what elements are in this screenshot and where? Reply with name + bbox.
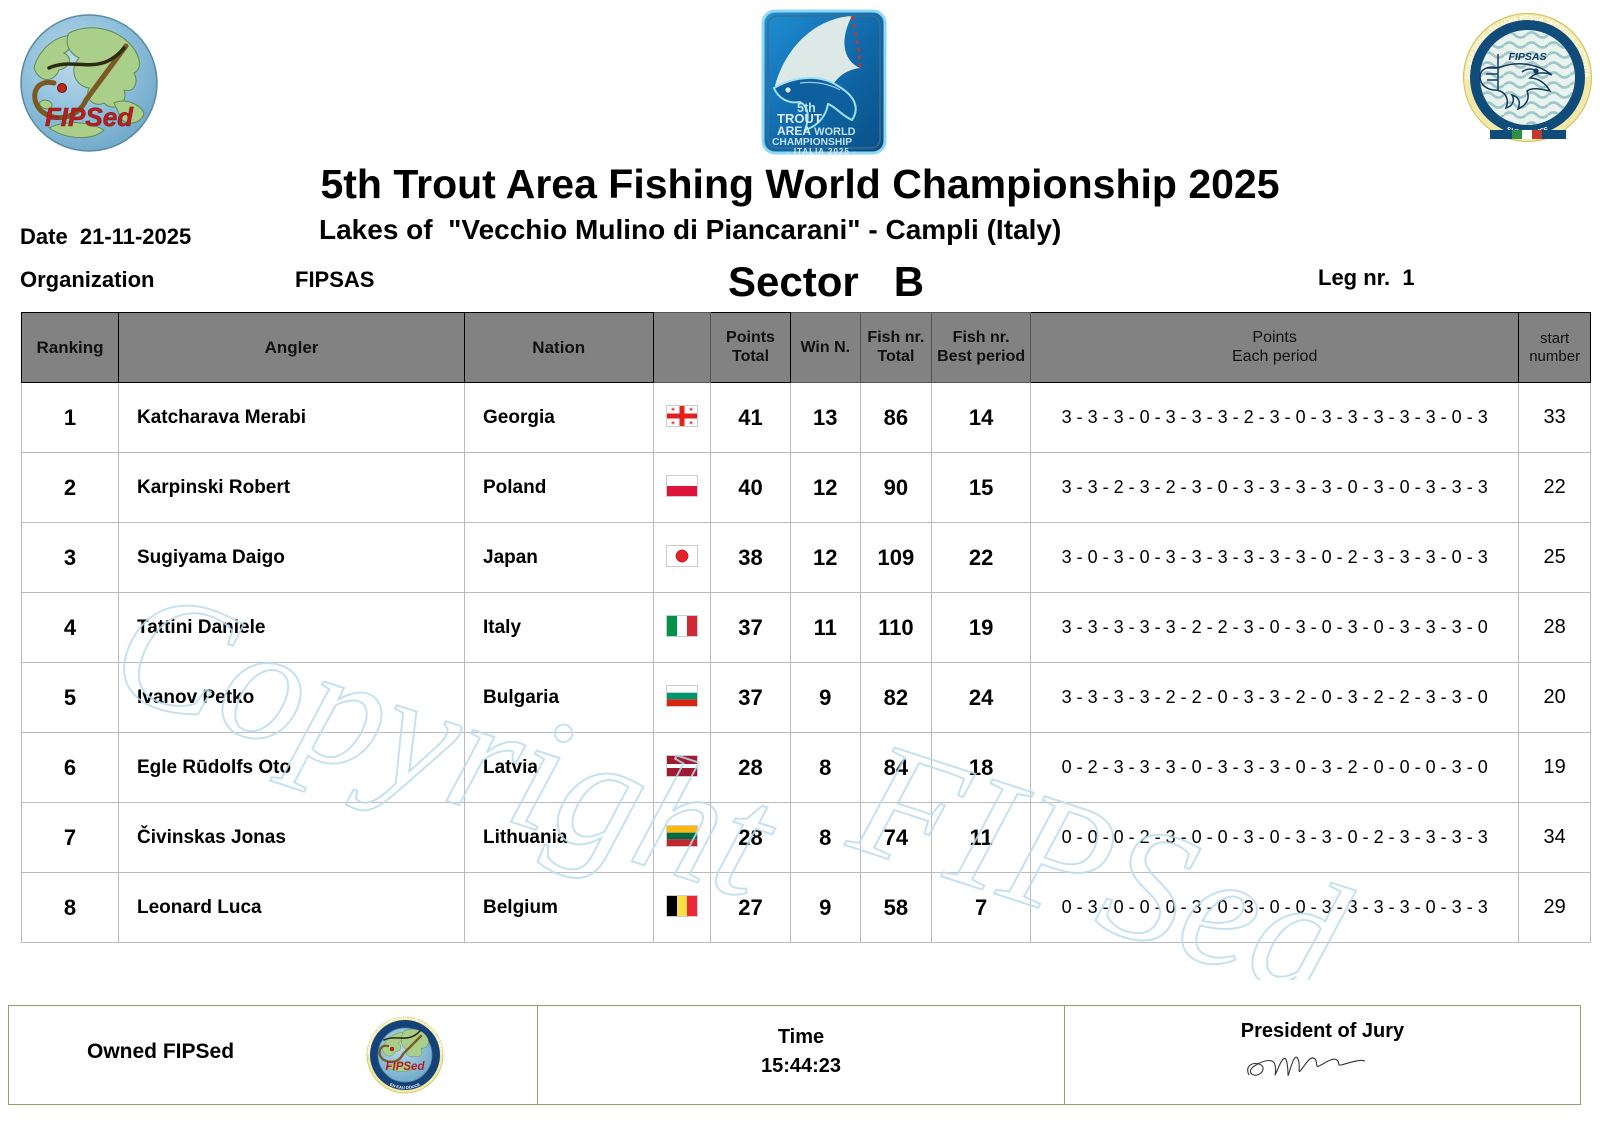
svg-text:- ITALIA 2025 -: - ITALIA 2025 - [787,147,857,156]
svg-text:FIPSed: FIPSed [45,102,134,132]
svg-text:AREA WORLD: AREA WORLD [777,124,856,138]
svg-text:FIPSAS: FIPSAS [1509,51,1547,63]
svg-text:FIPSed: FIPSed [386,1061,426,1073]
